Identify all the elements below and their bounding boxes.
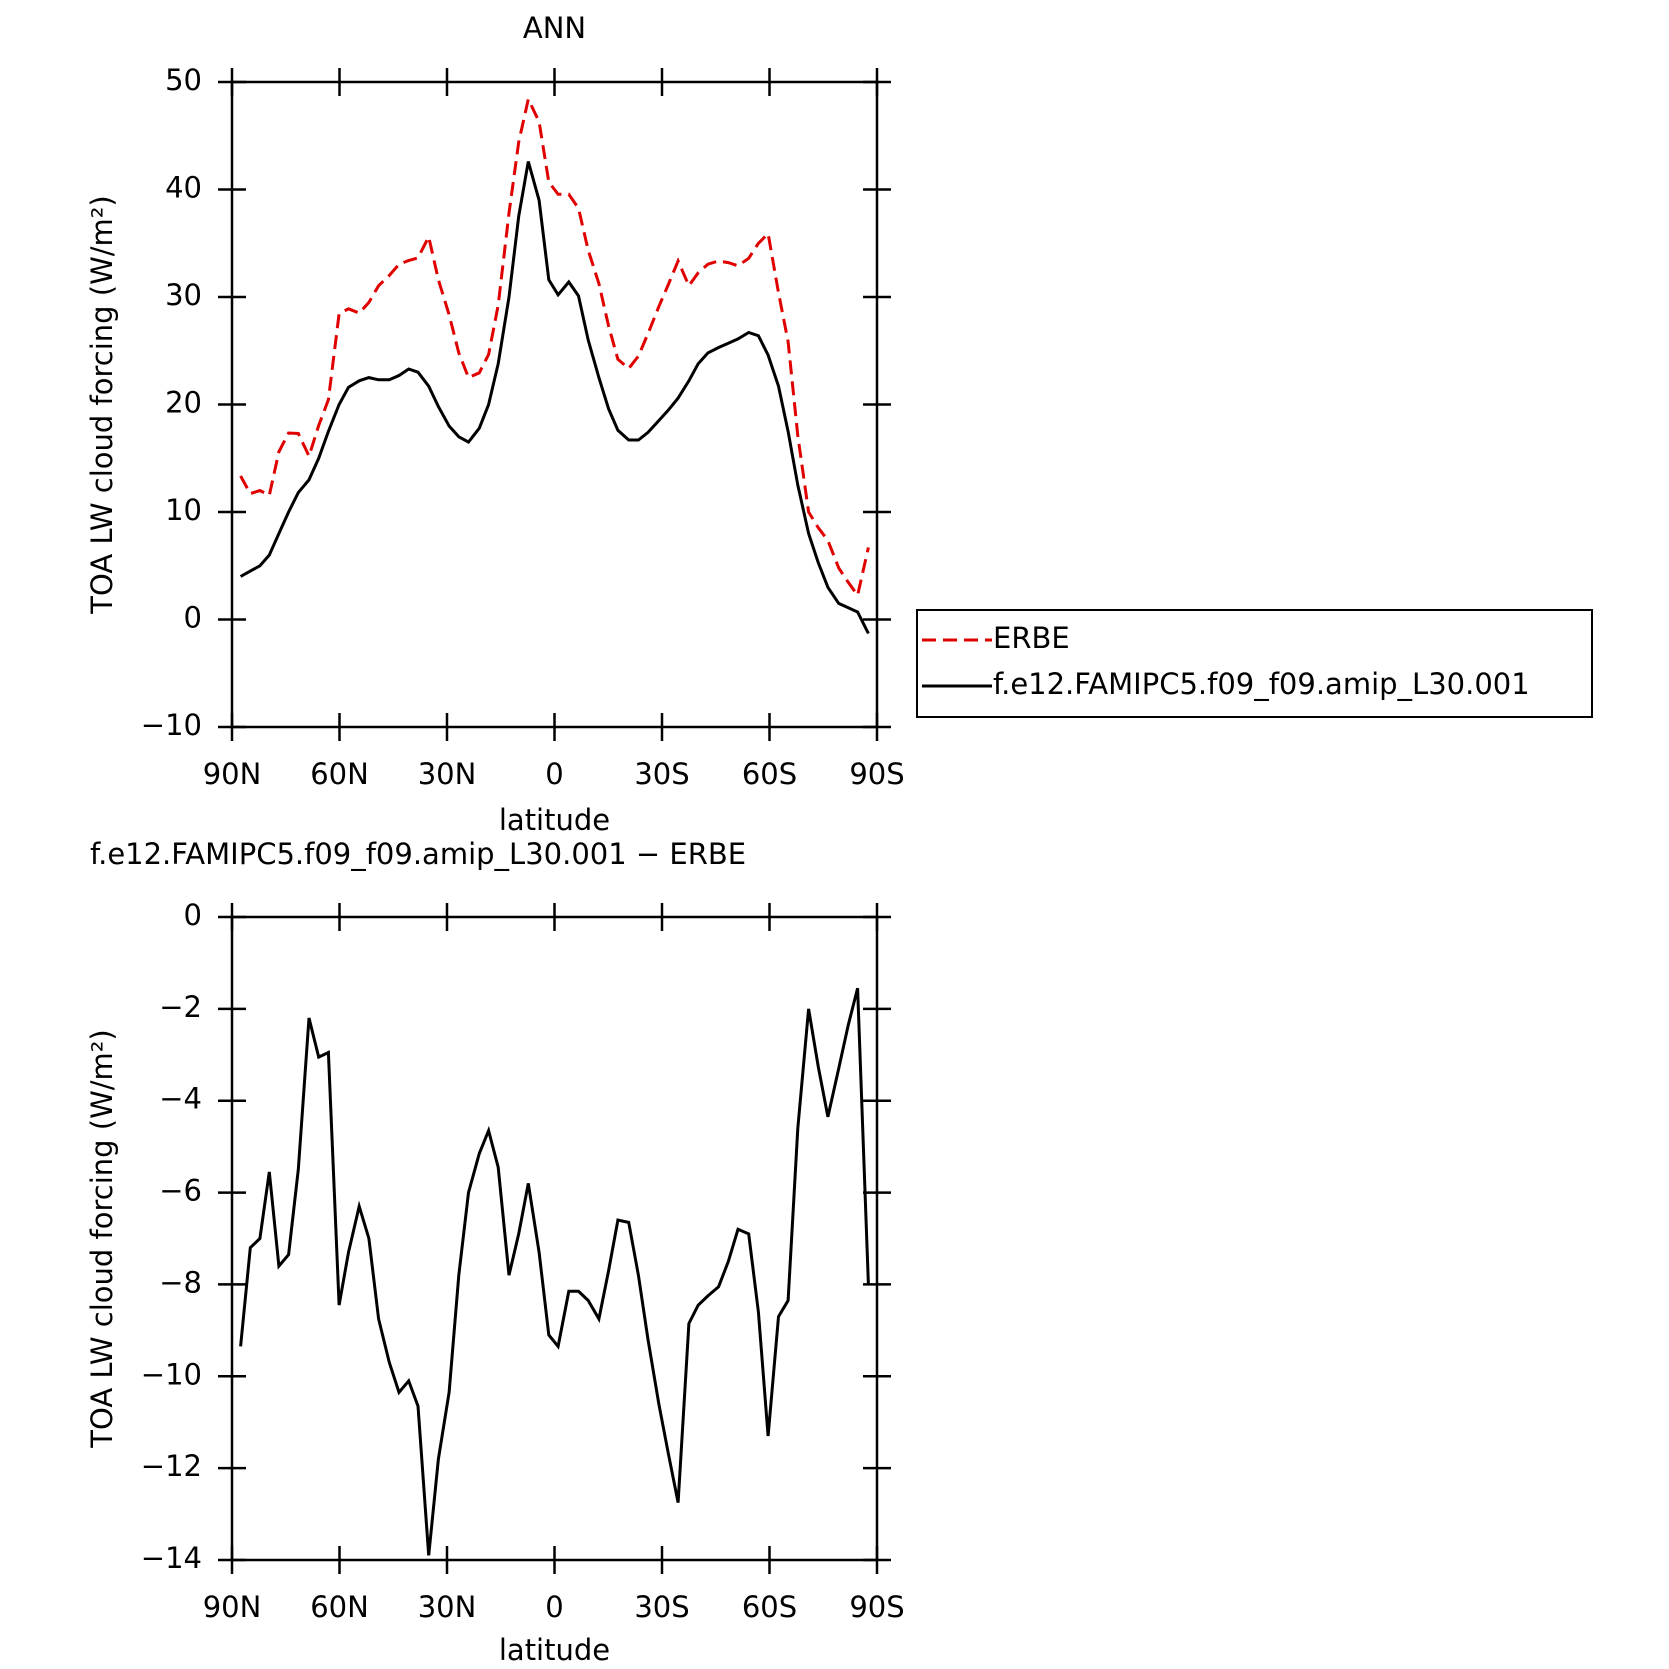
chart-title: ANN bbox=[523, 11, 586, 45]
data-line bbox=[239, 987, 870, 1556]
data-line bbox=[239, 94, 870, 599]
x-tick-label: 0 bbox=[545, 1590, 563, 1624]
legend-label: ERBE bbox=[993, 621, 1070, 655]
x-tick-label: 90S bbox=[849, 757, 904, 791]
y-tick-label: 40 bbox=[165, 171, 202, 205]
y-tick-label: 30 bbox=[165, 278, 202, 312]
legend-box bbox=[916, 609, 1593, 718]
x-tick-label: 30N bbox=[418, 1590, 477, 1624]
x-tick-label: 0 bbox=[545, 757, 563, 791]
x-tick-label: 90N bbox=[203, 1590, 262, 1624]
y-tick-label: −4 bbox=[159, 1082, 202, 1116]
x-tick-label: 90N bbox=[203, 757, 262, 791]
y-tick-label: −10 bbox=[141, 1357, 202, 1391]
x-tick-label: 90S bbox=[849, 1590, 904, 1624]
plot-frame bbox=[230, 80, 879, 729]
x-tick-label: 60S bbox=[742, 1590, 797, 1624]
y-tick-label: −6 bbox=[159, 1174, 202, 1208]
y-tick-label: −10 bbox=[141, 708, 202, 742]
x-tick-label: 30S bbox=[634, 757, 689, 791]
chart-title: f.e12.FAMIPC5.f09_f09.amip_L30.001 − ERB… bbox=[90, 837, 746, 871]
x-axis-label: latitude bbox=[499, 1633, 610, 1667]
plot-frame bbox=[230, 915, 879, 1562]
y-tick-label: −12 bbox=[141, 1449, 202, 1483]
y-tick-label: −14 bbox=[141, 1541, 202, 1575]
y-tick-label: 20 bbox=[165, 386, 202, 420]
y-tick-label: 0 bbox=[184, 898, 202, 932]
x-tick-label: 60N bbox=[310, 1590, 369, 1624]
data-line bbox=[239, 161, 870, 635]
y-axis-label: TOA LW cloud forcing (W/m²) bbox=[85, 1029, 119, 1448]
x-tick-label: 30S bbox=[634, 1590, 689, 1624]
y-tick-label: 10 bbox=[165, 493, 202, 527]
x-tick-label: 30N bbox=[418, 757, 477, 791]
y-tick-label: −2 bbox=[159, 990, 202, 1024]
x-tick-label: 60N bbox=[310, 757, 369, 791]
y-tick-label: −8 bbox=[159, 1265, 202, 1299]
x-tick-label: 60S bbox=[742, 757, 797, 791]
y-axis-label: TOA LW cloud forcing (W/m²) bbox=[85, 195, 119, 614]
y-tick-label: 0 bbox=[184, 601, 202, 635]
x-axis-label: latitude bbox=[499, 803, 610, 837]
y-tick-label: 50 bbox=[165, 63, 202, 97]
legend-label: f.e12.FAMIPC5.f09_f09.amip_L30.001 bbox=[993, 667, 1530, 701]
